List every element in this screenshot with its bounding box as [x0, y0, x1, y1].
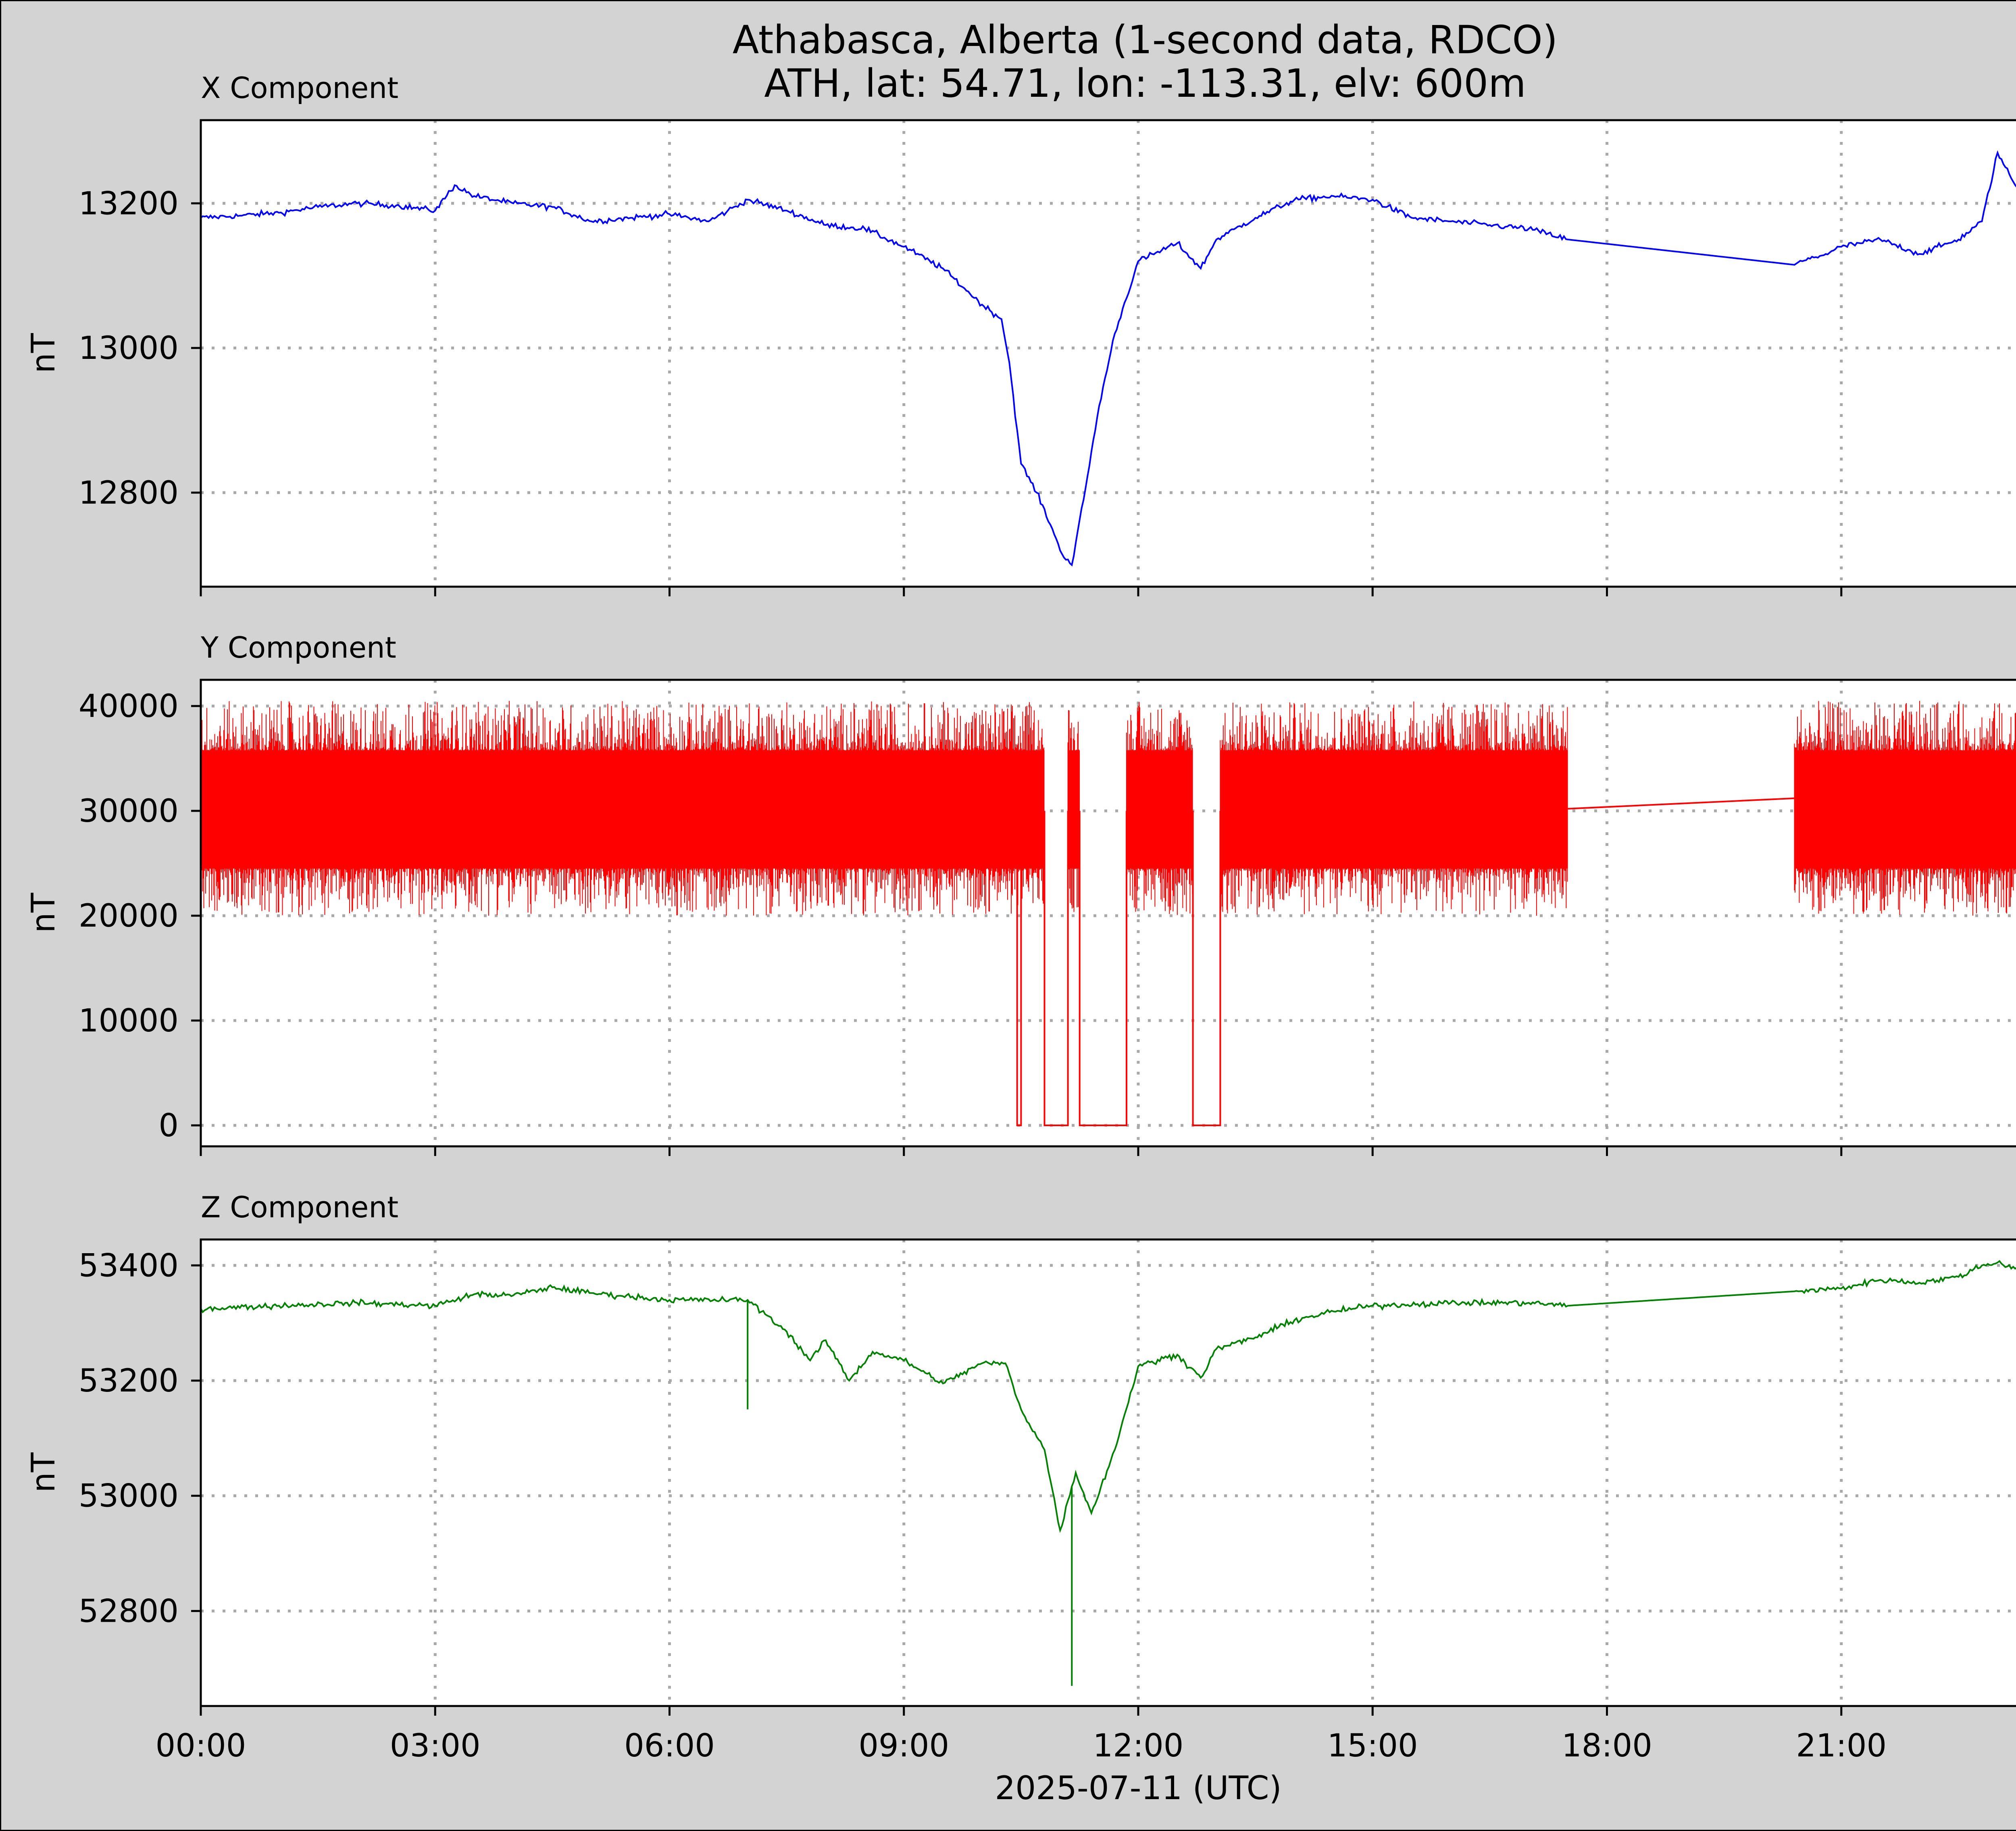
y-noise-core-3 [1220, 750, 1568, 869]
z-ytick-label-53000: 53000 [79, 1478, 179, 1514]
z-panel-title: Z Component [201, 1190, 398, 1224]
x-plot-area [201, 120, 2016, 587]
z-series-line-0 [200, 1260, 2016, 1533]
z-ytick-label-53200: 53200 [79, 1363, 179, 1399]
x-ytick-label-13200: 13200 [79, 185, 179, 222]
figure-title-line2: ATH, lat: 54.71, lon: -113.31, elv: 600m [764, 61, 1526, 106]
z-ytick-label-52800: 52800 [79, 1593, 179, 1629]
y-ylabel: nT [25, 892, 62, 933]
y-noise-core-1 [1068, 750, 1080, 869]
y-yticks: 0 10000 20000 30000 40000 [79, 688, 201, 1144]
x-axis-tick-label: 03:00 [390, 1728, 481, 1764]
z-gridlines [201, 1239, 2016, 1706]
y-ytick-label-0: 0 [158, 1108, 179, 1144]
y-dropout-0 [1016, 811, 1022, 1126]
x-series-layer [200, 150, 2016, 567]
x-ytick-label-13000: 13000 [79, 330, 179, 367]
z-ylabel: nT [25, 1452, 62, 1493]
x-series-line-0 [200, 150, 2016, 567]
x-axis-tick-label: 00:00 [156, 1728, 246, 1764]
x-axis-tick-labels: 00:00 03:00 06:00 09:00 12:00 15:00 18:00 21:00 [156, 1728, 1887, 1764]
x-axis-tick-label: 06:00 [624, 1728, 715, 1764]
x-axis-label: 2025-07-11 (UTC) [995, 1769, 1281, 1807]
x-axis-tick-label: 09:00 [858, 1728, 949, 1764]
z-series-layer [200, 1260, 2016, 1686]
figure-title-line1: Athabasca, Alberta (1-second data, RDCO) [733, 17, 1558, 62]
x-axis-tick-label: 18:00 [1562, 1728, 1652, 1764]
y-xtick-marks [200, 1146, 1843, 1156]
y-component-panel: Y Component 0 10000 20000 30000 40000 nT [25, 631, 2016, 1156]
x-xtick-marks [200, 587, 1843, 596]
x-gridlines [201, 120, 2016, 587]
y-noise-core-0 [201, 750, 1045, 869]
y-ytick-label-20000: 20000 [79, 898, 179, 934]
x-component-panel: X Component 12800 13000 13200 nT [25, 71, 2016, 596]
x-ylabel: nT [25, 333, 62, 373]
y-ytick-label-30000: 30000 [79, 793, 179, 829]
z-xtick-marks [200, 1706, 1843, 1716]
y-noise-core-2 [1126, 750, 1193, 869]
y-gap-line [1568, 797, 1795, 810]
y-ytick-label-10000: 10000 [79, 1003, 179, 1039]
y-dropout-3 [1192, 811, 1221, 1126]
z-component-panel: Z Component 52800 53000 53200 53400 nT [25, 1190, 2016, 1716]
x-ytick-label-12800: 12800 [79, 475, 179, 511]
y-panel-title: Y Component [200, 631, 396, 664]
x-axis-tick-label: 12:00 [1093, 1728, 1184, 1764]
z-yticks: 52800 53000 53200 53400 [79, 1248, 201, 1629]
z-ytick-label-53400: 53400 [79, 1248, 179, 1284]
x-panel-title: X Component [201, 71, 398, 105]
x-axis-tick-label: 15:00 [1327, 1728, 1418, 1764]
y-series-layer [200, 701, 2016, 1126]
y-dropout-1 [1043, 811, 1069, 1126]
y-noise-core-4 [1794, 750, 2016, 869]
z-plot-area [201, 1239, 2016, 1706]
y-dropout-2 [1079, 811, 1127, 1126]
y-ytick-label-40000: 40000 [79, 688, 179, 725]
x-yticks: 12800 13000 13200 [79, 185, 201, 511]
x-axis-tick-label: 21:00 [1796, 1728, 1887, 1764]
